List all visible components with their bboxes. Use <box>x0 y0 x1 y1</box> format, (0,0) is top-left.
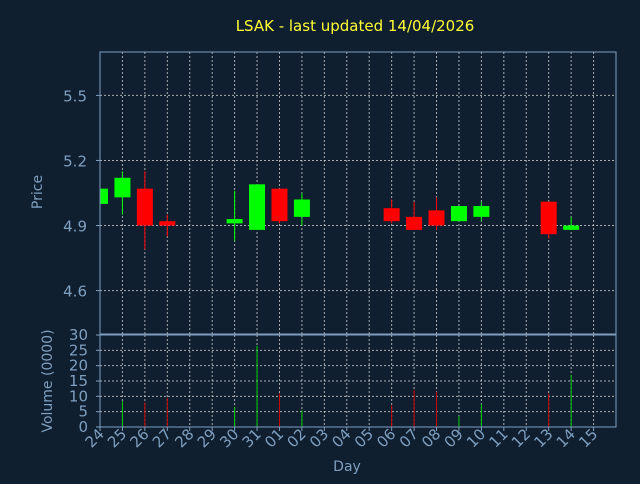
price-tick-label: 5.5 <box>63 87 87 105</box>
candle-body <box>540 201 557 235</box>
candle-body <box>450 206 467 222</box>
volume-tick-label: 10 <box>69 387 88 405</box>
candle <box>473 201 490 222</box>
candlestick-series <box>99 171 580 250</box>
candle-body <box>249 184 266 230</box>
candle <box>114 171 131 215</box>
panel-frames <box>99 51 617 428</box>
candle-body <box>226 219 243 224</box>
candle-body <box>383 208 400 222</box>
volume-tick-label: 30 <box>69 326 88 344</box>
price-tick-label: 4.6 <box>63 283 87 301</box>
candle <box>540 201 557 239</box>
volume-series <box>121 345 572 427</box>
x-tick-labels: 2425262728293031010203040506070809101112… <box>82 425 602 451</box>
volume-axis-label: Volume (0000) <box>40 329 56 432</box>
volume-tick-label: 15 <box>69 372 88 390</box>
x-tick-label: 15 <box>575 425 601 451</box>
candle-body <box>406 216 423 230</box>
price-panel-frame <box>99 51 617 335</box>
candle-body <box>100 188 108 204</box>
candle-body <box>159 221 176 226</box>
volume-tick-label: 25 <box>69 341 88 359</box>
volume-tick-label: 5 <box>78 403 88 421</box>
volume-tick-label: 20 <box>69 357 88 375</box>
candle <box>271 188 288 224</box>
volume-gridlines <box>100 334 616 428</box>
candle <box>563 216 580 230</box>
candle-body <box>563 225 580 230</box>
candle <box>159 214 176 237</box>
price-tick-labels: 4.6 4.9 5.2 5.5 <box>63 87 100 301</box>
candle-body <box>136 188 153 226</box>
price-axis-label: Price <box>30 175 46 209</box>
candle <box>450 206 467 222</box>
volume-tick-label: 0 <box>78 418 88 436</box>
candle <box>136 171 153 250</box>
candle-body <box>293 199 310 217</box>
candle <box>383 199 400 224</box>
candle-body <box>114 177 131 198</box>
candle-body <box>473 206 490 217</box>
candle <box>226 190 243 241</box>
x-axis-label: Day <box>333 459 361 475</box>
candle-body <box>271 188 288 222</box>
price-tick-label: 5.2 <box>63 152 87 170</box>
candle-body <box>428 210 445 226</box>
candle <box>249 184 266 230</box>
candle <box>99 188 108 204</box>
price-gridlines <box>100 52 616 334</box>
chart-title: LSAK - last updated 14/04/2026 <box>236 17 475 35</box>
candle <box>293 193 310 226</box>
candle <box>406 201 423 230</box>
candle <box>428 197 445 230</box>
price-tick-label: 4.9 <box>63 218 87 236</box>
